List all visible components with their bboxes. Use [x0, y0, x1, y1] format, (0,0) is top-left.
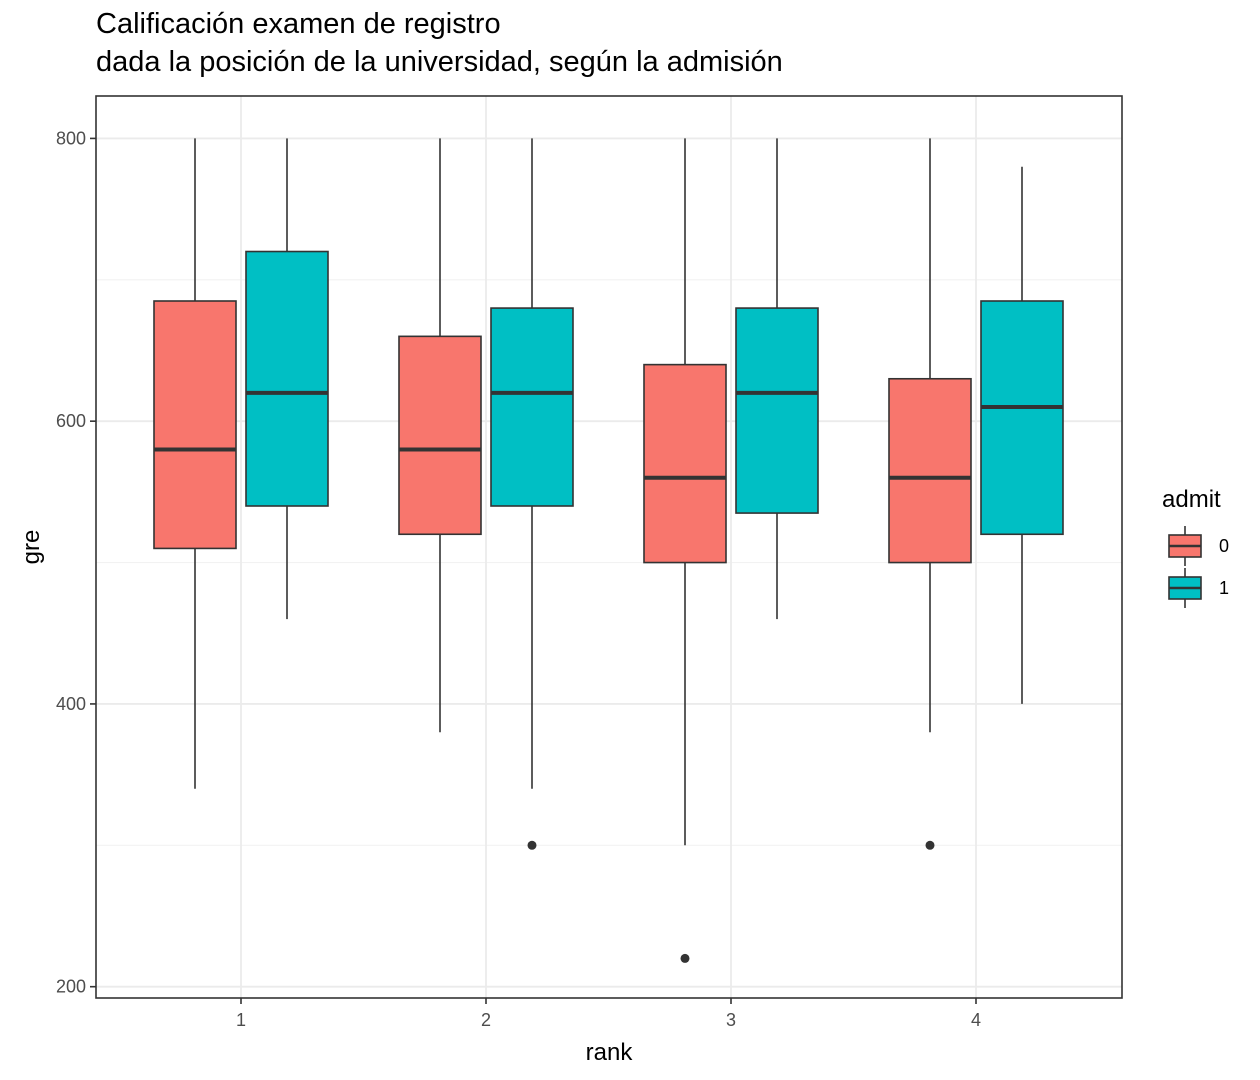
box-admit-0-rank-4: [888, 377, 972, 564]
box-admit-1-rank-3: [735, 307, 819, 514]
chart-title-line-2: dada la posición de la universidad, segú…: [96, 46, 783, 78]
box-admit-1-rank-4: [980, 300, 1064, 536]
legend-label-admit-0: 0: [1219, 536, 1229, 556]
box-admit-0-rank-2: [398, 335, 482, 536]
plot-panel-border: [95, 95, 1123, 999]
y-tick-label: 800: [56, 128, 86, 148]
box-admit-0-rank-1: [153, 300, 237, 550]
y-tick-label: 400: [56, 694, 86, 714]
x-tick-label: 4: [971, 1010, 981, 1030]
legend-label-admit-1: 1: [1219, 578, 1229, 598]
box-admit-1-rank-1: [245, 250, 329, 507]
y-axis-title: gre: [18, 530, 45, 565]
y-tick-label: 200: [56, 977, 86, 997]
box-admit-0-rank-3: [643, 363, 727, 564]
x-tick-label: 2: [481, 1010, 491, 1030]
chart-title-line-1: Calificación examen de registro: [96, 8, 501, 40]
outlier-point-admit-0-rank-4: [925, 840, 935, 850]
box-admit-1-rank-2: [490, 307, 574, 507]
y-tick-label: 600: [56, 411, 86, 431]
legend-title: admit: [1162, 486, 1221, 513]
x-axis-title: rank: [586, 1039, 634, 1066]
x-tick-label: 3: [726, 1010, 736, 1030]
x-tick-label: 1: [236, 1010, 246, 1030]
outlier-point-admit-1-rank-2: [527, 840, 537, 850]
outlier-point-admit-0-rank-3: [680, 953, 690, 963]
